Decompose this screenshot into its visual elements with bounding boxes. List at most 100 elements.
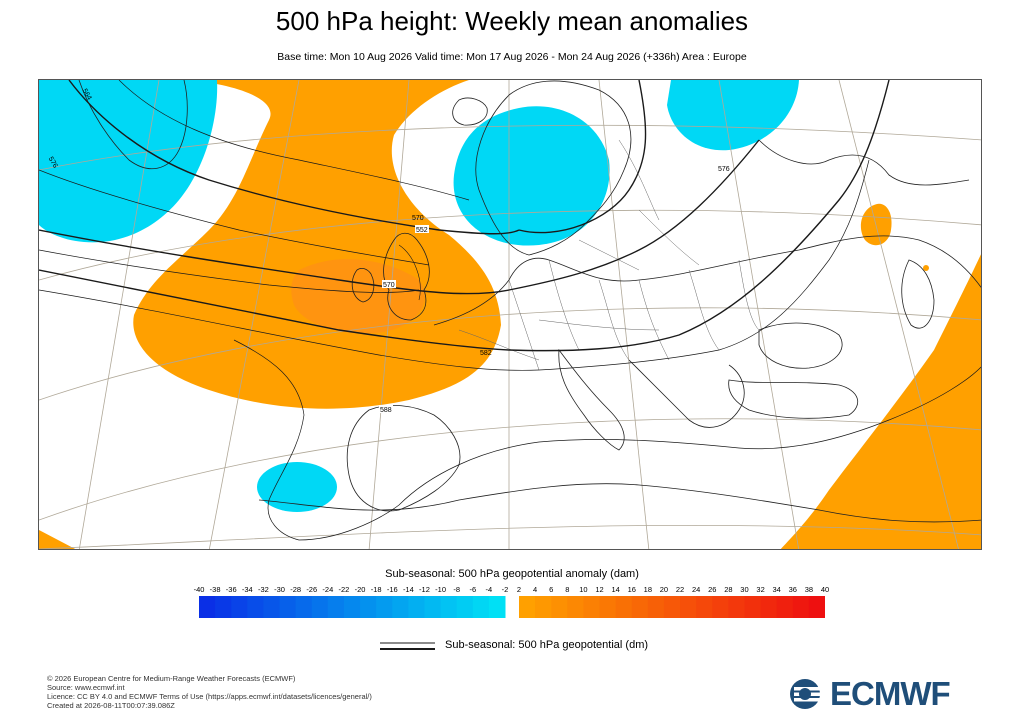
colorbar-tick-label: -28: [290, 585, 302, 594]
colorbar-tick-label: -34: [241, 585, 253, 594]
footer-source: Source: www.ecmwf.int: [47, 683, 125, 692]
contour-label: 552: [416, 227, 428, 234]
colorbar-bin-positive: [744, 596, 762, 618]
colorbar-bin-positive: [583, 596, 601, 618]
footer-copyright: © 2026 European Centre for Medium-Range …: [47, 674, 296, 683]
colorbar-bin-positive: [647, 596, 665, 618]
contour-552: [68, 80, 520, 235]
colorbar-tick-label: -22: [338, 585, 350, 594]
colorbar-tick-label: 24: [691, 585, 701, 594]
colorbar-bin-negative: [327, 596, 345, 618]
colorbar-tick-label: 4: [533, 585, 538, 594]
colorbar-tick-label: -10: [435, 585, 446, 594]
colorbar-bin-negative: [247, 596, 264, 618]
colorbar-bin-negative: [360, 596, 377, 618]
colorbar-tick-label: -4: [485, 585, 493, 594]
colorbar-tick-label: -6: [469, 585, 477, 594]
colorbar-tick-label: -32: [257, 585, 269, 594]
coast-italy: [558, 348, 625, 451]
contour-legend-swatch: [380, 642, 435, 650]
height-contours: [39, 80, 981, 541]
colorbar-tick-label: -36: [225, 585, 237, 594]
colorbar-bin-positive: [808, 596, 825, 618]
colorbar-bin-positive: [599, 596, 617, 618]
colorbar-bin-positive: [680, 596, 697, 618]
colorbar-tick-label: -30: [274, 585, 285, 594]
colorbar-bin-negative: [376, 596, 393, 618]
anomaly-fill: [39, 80, 981, 549]
colorbar-bin-positive: [535, 596, 552, 618]
colorbar-bin-negative: [472, 596, 490, 618]
colorbar-bin-negative: [408, 596, 425, 618]
colorbar-tick-label: 32: [756, 585, 765, 594]
colorbar-bin-negative: [424, 596, 442, 618]
contour-588: [233, 339, 981, 541]
colorbar-tick-label: -2: [501, 585, 509, 594]
colorbar-ticks: -40 -38 -36 -34 -32 -30 -28 -26 -24 -22 -20 -18 -16-…: [190, 585, 830, 597]
contour-582: [39, 159, 870, 371]
coast-turkey: [728, 379, 859, 419]
colorbar-tick-label: -12: [419, 585, 430, 594]
colorbar-bin-negative: [440, 596, 458, 618]
contour-legend-label: Sub-seasonal: 500 hPa geopotential (dm): [445, 639, 649, 651]
page-title: 500 hPa height: Weekly mean anomalies: [275, 6, 749, 36]
colorbar-bin-negative: [488, 596, 506, 618]
colorbar-tick-label: 26: [708, 585, 717, 594]
negative-anomaly-scandinavia: [453, 106, 610, 246]
colorbar-tick-label: -14: [402, 585, 414, 594]
colorbar-bin-positive: [792, 596, 810, 618]
graticule: [39, 80, 981, 549]
footer: © 2026 European Centre for Medium-Range …: [47, 674, 372, 710]
contour-570-east: [518, 80, 647, 234]
colorbar-bin-negative: [295, 596, 313, 618]
positive-anomaly-east: [780, 254, 981, 549]
colorbar-bin-negative: [199, 596, 216, 618]
colorbar-bin-negative: [456, 596, 474, 618]
colorbar-bin-positive: [728, 596, 745, 618]
contour-576: [39, 139, 760, 295]
colorbar-tick-label: 6: [549, 585, 554, 594]
contour-label: 576: [718, 166, 730, 173]
map-panel: 552 576 564 570 576 582 588 570: [38, 79, 982, 550]
colorbar: [199, 596, 825, 618]
colorbar-tick-label: 30: [740, 585, 749, 594]
ecmwf-logo: ECMWF: [788, 675, 968, 712]
colorbar-bin-positive: [696, 596, 713, 618]
colorbar-tick-label: -20: [354, 585, 366, 594]
colorbar-bin-positive: [551, 596, 568, 618]
coast-scandinavia: [475, 80, 632, 256]
colorbar-tick-label: 40: [820, 585, 830, 594]
colorbar-bin-positive: [615, 596, 633, 618]
coast-continent: [433, 235, 981, 326]
colorbar-bin-positive: [663, 596, 681, 618]
colorbar-bin-negative: [343, 596, 361, 618]
footer-created: Created at 2026-08-11T00:07:39.086Z: [47, 701, 175, 710]
colorbar-title: Sub-seasonal: 500 hPa geopotential anoma…: [385, 568, 639, 580]
map-canvas: 552 576 564 570 576 582 588 570: [39, 80, 981, 549]
negative-anomaly-northwest: [39, 80, 218, 243]
coast-africa: [258, 483, 981, 523]
coast-caspian: [901, 259, 935, 329]
colorbar-tick-label: 18: [643, 585, 652, 594]
colorbar-bin-positive: [567, 596, 584, 618]
coast-greenland: [78, 80, 188, 169]
colorbar-tick-label: 16: [627, 585, 636, 594]
borders: [458, 139, 760, 371]
contour-label: 582: [480, 350, 492, 357]
contour-labels: 552 576 564 570 576 582 588 570: [47, 88, 730, 414]
contour-label: 564: [81, 88, 93, 102]
negative-anomaly-arctic: [667, 80, 799, 151]
colorbar-tick-label: 8: [565, 585, 570, 594]
contour-label: 570: [412, 215, 424, 222]
colorbar-tick-label: -40: [193, 585, 205, 594]
colorbar-tick-label: 38: [804, 585, 814, 594]
colorbar-tick-label: 20: [659, 585, 669, 594]
coast-balkans: [628, 359, 745, 428]
positive-anomaly-corner: [39, 530, 76, 549]
coast-iberia: [346, 405, 461, 512]
colorbar-tick-label: -8: [453, 585, 461, 594]
contour-label: 570: [383, 282, 395, 289]
coast-black-sea: [758, 322, 843, 369]
contour-inner-uk: [398, 244, 421, 301]
contour-label: 588: [380, 407, 392, 414]
